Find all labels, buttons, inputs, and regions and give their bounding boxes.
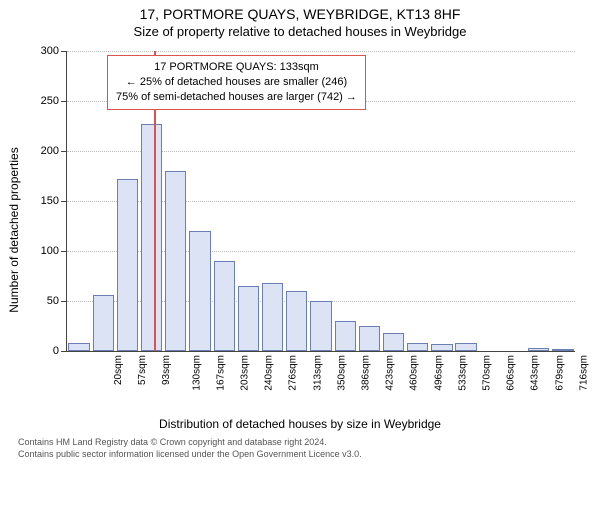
- x-tick-label: 167sqm: [215, 355, 226, 391]
- x-tick-label: 606sqm: [506, 355, 517, 391]
- histogram-bar: [407, 343, 428, 351]
- x-tick-label: 460sqm: [409, 355, 420, 391]
- footer-line-2: Contains public sector information licen…: [18, 449, 600, 459]
- x-tick-label: 130sqm: [191, 355, 202, 391]
- histogram-bar: [262, 283, 283, 351]
- chart-title-main: 17, PORTMORE QUAYS, WEYBRIDGE, KT13 8HF: [0, 6, 600, 22]
- annotation-line-1: 17 PORTMORE QUAYS: 133sqm: [116, 60, 357, 75]
- histogram-bar: [141, 124, 162, 351]
- y-tick-label: 150: [41, 195, 67, 207]
- histogram-bar: [117, 179, 138, 351]
- x-tick-label: 643sqm: [530, 355, 541, 391]
- x-tick-label: 203sqm: [240, 355, 251, 391]
- y-axis-label: Number of detached properties: [7, 147, 21, 312]
- y-tick-label: 0: [53, 345, 67, 357]
- histogram-bar: [93, 295, 114, 351]
- x-axis-label: Distribution of detached houses by size …: [0, 417, 600, 431]
- histogram-bar: [68, 343, 89, 351]
- annotation-box: 17 PORTMORE QUAYS: 133sqm ← 25% of detac…: [107, 55, 366, 110]
- histogram-bar: [310, 301, 331, 351]
- histogram-bar: [238, 286, 259, 351]
- histogram-bar: [552, 349, 573, 351]
- x-tick-label: 386sqm: [361, 355, 372, 391]
- x-tick-label: 350sqm: [336, 355, 347, 391]
- histogram-bar: [335, 321, 356, 351]
- y-tick-label: 200: [41, 145, 67, 157]
- x-tick-label: 313sqm: [312, 355, 323, 391]
- x-tick-label: 716sqm: [578, 355, 589, 391]
- histogram-bar: [189, 231, 210, 351]
- x-tick-label: 423sqm: [385, 355, 396, 391]
- x-tick-label: 276sqm: [288, 355, 299, 391]
- annotation-line-3: 75% of semi-detached houses are larger (…: [116, 90, 357, 105]
- histogram-bar: [214, 261, 235, 351]
- y-tick-label: 300: [41, 45, 67, 57]
- histogram-bar: [528, 348, 549, 351]
- footer-line-1: Contains HM Land Registry data © Crown c…: [18, 437, 600, 447]
- x-tick-label: 20sqm: [113, 355, 124, 385]
- x-tick-label: 679sqm: [554, 355, 565, 391]
- grid-line: [67, 51, 575, 52]
- histogram-bar: [165, 171, 186, 351]
- annotation-line-2: ← 25% of detached houses are smaller (24…: [116, 75, 357, 90]
- histogram-bar: [359, 326, 380, 351]
- x-tick-label: 533sqm: [457, 355, 468, 391]
- y-tick-label: 250: [41, 95, 67, 107]
- histogram-bar: [383, 333, 404, 351]
- chart-container: Number of detached properties 0501001502…: [20, 45, 580, 415]
- histogram-bar: [431, 344, 452, 351]
- histogram-bar: [455, 343, 476, 351]
- x-tick-label: 93sqm: [161, 355, 172, 385]
- x-tick-label: 57sqm: [137, 355, 148, 385]
- x-tick-label: 570sqm: [482, 355, 493, 391]
- plot-area: 05010015020025030020sqm57sqm93sqm130sqm1…: [66, 51, 575, 352]
- histogram-bar: [286, 291, 307, 351]
- x-tick-label: 240sqm: [264, 355, 275, 391]
- y-tick-label: 100: [41, 245, 67, 257]
- chart-title-sub: Size of property relative to detached ho…: [0, 24, 600, 39]
- x-tick-label: 496sqm: [433, 355, 444, 391]
- y-tick-label: 50: [47, 295, 67, 307]
